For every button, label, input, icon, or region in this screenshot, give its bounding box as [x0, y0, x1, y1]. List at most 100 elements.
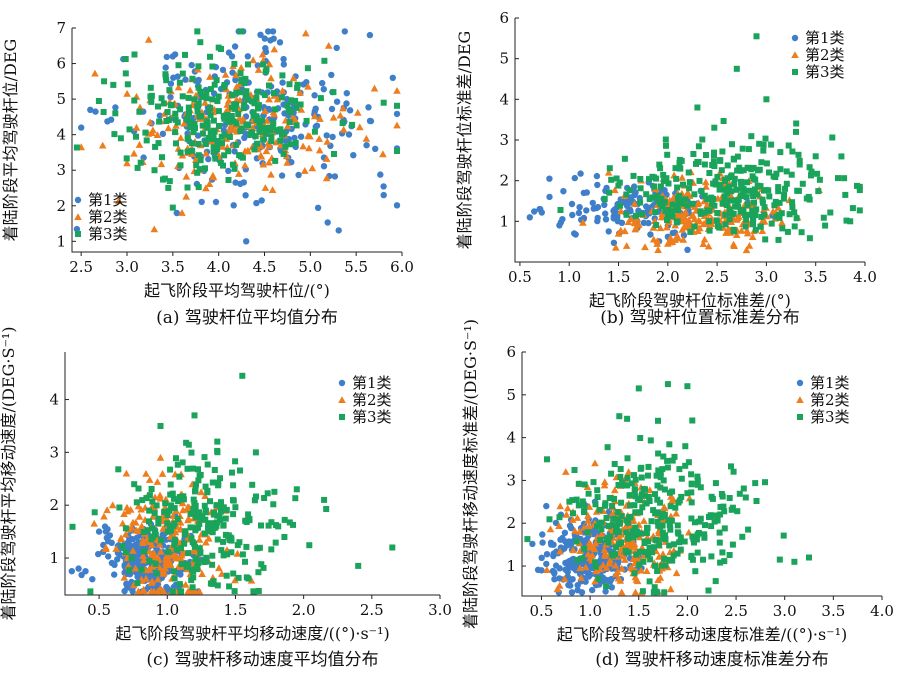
- data-point-series-2: [261, 107, 269, 115]
- data-point-series-3: [141, 548, 147, 555]
- data-point-series-3: [195, 466, 201, 473]
- data-point-series-3: [660, 477, 667, 484]
- data-point-series-3: [189, 140, 195, 147]
- data-point-series-1: [331, 173, 339, 180]
- data-point-series-3: [195, 152, 202, 159]
- data-point-series-1: [585, 573, 593, 580]
- data-point-series-3: [682, 462, 689, 469]
- data-point-series-3: [726, 552, 733, 558]
- data-point-series-1: [159, 130, 167, 137]
- data-point-series-3: [172, 110, 179, 117]
- data-point-series-2: [289, 113, 297, 121]
- y-tick-label: 2: [499, 172, 509, 190]
- data-point-series-2: [568, 516, 577, 523]
- data-point-series-2: [612, 243, 620, 251]
- data-point-series-3: [675, 499, 682, 506]
- x-tick-label: 6.0: [390, 258, 414, 276]
- data-point-series-2: [611, 561, 620, 569]
- data-point-series-3: [676, 539, 683, 546]
- data-point-series-2: [148, 577, 156, 585]
- x-tick-label: 2.5: [360, 601, 384, 619]
- data-point-series-2: [742, 246, 751, 254]
- data-point-series-3: [614, 509, 621, 515]
- data-point-series-3: [595, 575, 602, 582]
- data-point-series-2: [120, 573, 129, 581]
- data-point-series-3: [816, 176, 823, 183]
- data-point-series-2: [305, 144, 313, 152]
- panel-caption: (d) 驾驶杆移动速度标准差分布: [595, 650, 829, 670]
- data-point-series-2: [258, 50, 267, 58]
- data-point-series-2: [156, 491, 164, 499]
- data-point-series-3: [573, 538, 580, 545]
- data-point-series-3: [664, 457, 671, 464]
- data-point-series-3: [252, 449, 259, 456]
- data-point-series-1: [647, 231, 654, 238]
- data-point-series-2: [161, 559, 170, 567]
- data-point-series-1: [68, 568, 76, 575]
- data-point-series-3: [254, 545, 261, 552]
- data-point-series-1: [167, 94, 174, 101]
- data-point-series-3: [643, 530, 650, 536]
- data-point-series-3: [716, 224, 723, 231]
- data-point-series-3: [255, 588, 262, 594]
- data-point-series-1: [333, 44, 340, 52]
- data-point-series-3: [740, 485, 747, 492]
- data-point-series-3: [256, 128, 263, 135]
- data-point-series-3: [766, 193, 773, 200]
- data-point-series-3: [742, 494, 749, 501]
- legend-marker-series-1: [796, 379, 804, 387]
- data-point-series-3: [716, 529, 723, 536]
- data-point-series-2: [257, 142, 265, 150]
- data-point-series-3: [664, 217, 670, 224]
- data-point-series-2: [197, 488, 205, 496]
- data-point-series-3: [738, 178, 744, 185]
- data-point-series-3: [394, 148, 400, 154]
- data-point-series-3: [277, 126, 284, 133]
- data-point-series-3: [709, 495, 716, 502]
- data-point-series-3: [214, 519, 220, 526]
- data-point-series-1: [261, 35, 268, 42]
- data-point-series-3: [178, 560, 185, 567]
- data-point-series-2: [702, 178, 710, 186]
- data-point-series-3: [122, 549, 129, 556]
- data-point-series-3: [649, 549, 656, 556]
- data-point-series-3: [153, 502, 160, 509]
- data-point-series-3: [218, 499, 224, 506]
- data-point-series-2: [180, 119, 188, 127]
- data-point-series-3: [219, 140, 225, 147]
- legend-label-series-2: 第2类: [88, 208, 128, 226]
- data-point-series-3: [192, 556, 199, 563]
- data-point-series-3: [394, 102, 400, 109]
- data-point-series-3: [149, 498, 156, 505]
- data-point-series-2: [233, 549, 242, 557]
- data-point-series-1: [254, 62, 261, 69]
- data-point-series-1: [111, 561, 118, 568]
- data-point-series-1: [132, 541, 139, 548]
- data-point-series-3: [275, 523, 282, 530]
- data-point-series-1: [569, 576, 576, 583]
- data-point-series-1: [568, 589, 576, 596]
- data-point-series-3: [230, 482, 237, 489]
- data-point-series-2: [304, 82, 312, 90]
- data-point-series-3: [753, 191, 760, 198]
- y-tick-label: 6: [499, 9, 509, 27]
- data-point-series-3: [214, 447, 221, 454]
- data-point-series-3: [671, 453, 678, 460]
- data-point-series-3: [716, 539, 723, 546]
- legend-marker-series-2: [791, 51, 799, 58]
- data-point-series-3: [793, 128, 799, 135]
- data-point-series-2: [306, 132, 314, 140]
- data-point-series-3: [195, 184, 202, 191]
- data-point-series-2: [142, 470, 150, 477]
- data-point-series-1: [593, 204, 600, 212]
- legend-label-series-3: 第3类: [88, 225, 128, 243]
- data-point-series-3: [711, 163, 718, 169]
- data-point-series-2: [584, 511, 592, 519]
- data-point-series-3: [641, 538, 648, 545]
- data-point-series-3: [197, 549, 204, 556]
- data-point-series-2: [123, 503, 131, 511]
- data-point-series-3: [712, 578, 719, 585]
- data-point-series-3: [203, 95, 210, 102]
- data-point-series-3: [206, 528, 213, 535]
- data-point-series-3: [225, 177, 232, 183]
